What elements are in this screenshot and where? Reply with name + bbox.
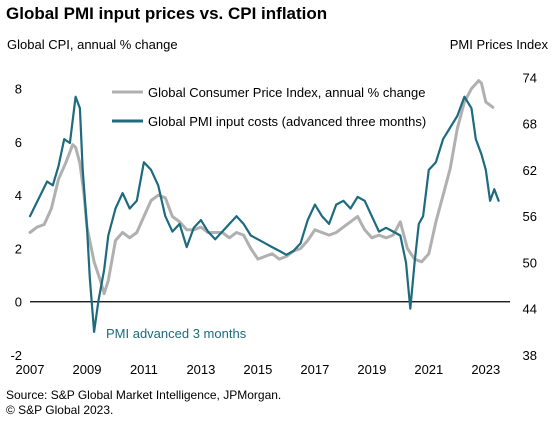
- chart-title: Global PMI input prices vs. CPI inflatio…: [6, 4, 328, 23]
- right-tick-label: 68: [523, 117, 537, 132]
- left-tick-label: 2: [15, 241, 22, 256]
- right-axis-label: PMI Prices Index: [449, 37, 548, 52]
- legend-cpi-label: Global Consumer Price Index, annual % ch…: [148, 85, 426, 100]
- x-tick-label: 2015: [243, 362, 272, 377]
- right-tick-label: 74: [523, 70, 537, 85]
- source-note: Source: S&P Global Market Intelligence, …: [6, 388, 281, 418]
- x-tick-label: 2007: [16, 362, 45, 377]
- x-tick-label: 2011: [130, 362, 158, 377]
- right-tick-label: 62: [523, 163, 537, 178]
- left-tick-label: -2: [10, 348, 22, 363]
- legend: Global Consumer Price Index, annual % ch…: [112, 85, 426, 129]
- x-tick-label: 2021: [414, 362, 443, 377]
- legend-pmi-label: Global PMI input costs (advanced three m…: [148, 114, 426, 129]
- source-line: Source: S&P Global Market Intelligence, …: [6, 388, 282, 402]
- x-tick-label: 2023: [471, 362, 500, 377]
- left-tick-label: 4: [15, 188, 22, 203]
- right-tick-label: 50: [523, 255, 537, 270]
- right-tick-label: 38: [523, 348, 537, 363]
- left-tick-label: 0: [15, 295, 22, 310]
- cpi-series-line: [28, 79, 495, 296]
- x-tick-label: 2019: [357, 362, 386, 377]
- copyright-line: © S&P Global 2023.: [6, 403, 114, 417]
- left-axis-label: Global CPI, annual % change: [7, 37, 178, 52]
- pmi-series-line: [28, 95, 500, 333]
- left-tick-label: 6: [15, 135, 22, 150]
- x-tick-label: 2017: [300, 362, 329, 377]
- x-tick-label: 2009: [73, 362, 102, 377]
- x-tick-label: 2013: [186, 362, 215, 377]
- pmi-annotation: PMI advanced 3 months: [106, 326, 247, 341]
- left-tick-label: 8: [15, 82, 22, 97]
- series-layer: [28, 79, 500, 333]
- right-tick-label: 56: [523, 209, 537, 224]
- right-tick-label: 44: [523, 302, 537, 317]
